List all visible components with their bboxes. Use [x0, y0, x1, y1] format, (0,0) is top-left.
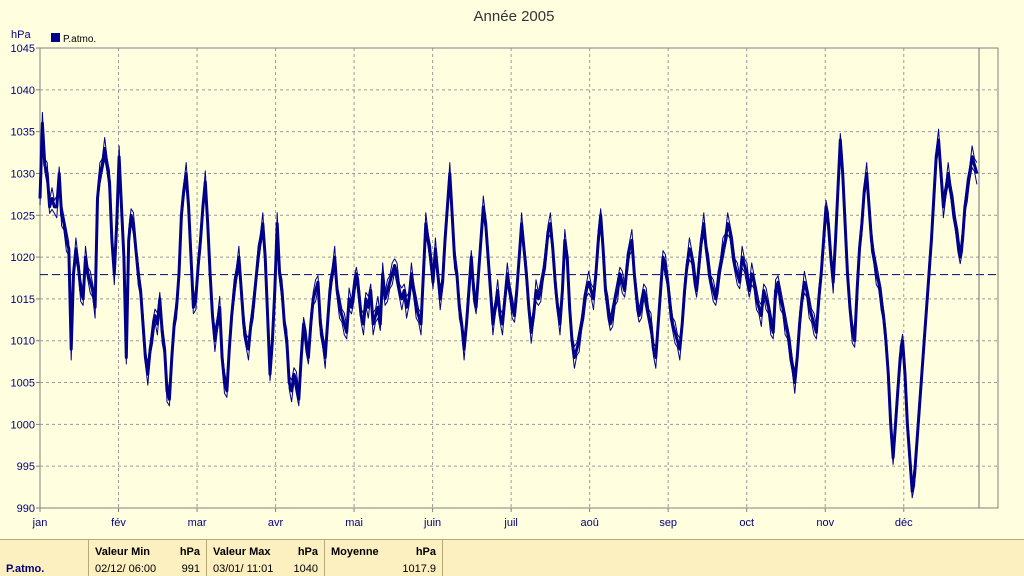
y-tick-label: 1020: [11, 252, 35, 264]
x-tick-label: fév: [111, 517, 126, 529]
x-tick-label: avr: [268, 517, 284, 529]
series-line: [39, 111, 978, 486]
y-axis-unit-label: hPa: [11, 29, 31, 41]
series-line: [38, 121, 979, 493]
y-tick-label: 1005: [11, 378, 35, 390]
x-tick-label: oct: [739, 517, 754, 529]
min-cell: Valeur Min hPa 02/12/ 06:00 991: [88, 540, 206, 576]
max-header: Valeur Max: [213, 546, 271, 558]
y-tick-label: 1030: [11, 168, 35, 180]
stats-series-name: P.atmo.: [6, 563, 45, 575]
min-unit: hPa: [179, 546, 200, 558]
min-date: 02/12/ 06:00: [95, 563, 157, 575]
y-tick-label: 1035: [11, 127, 35, 139]
legend-label: P.atmo.: [63, 34, 96, 45]
statistics-bar: P.atmo. Valeur Min hPa 02/12/ 06:00 991 …: [0, 539, 1024, 576]
mean-unit: hPa: [415, 546, 436, 558]
y-axis: 990 995 1000 1005 1010 1015 1020 1025 1030 1035 10…: [11, 43, 40, 515]
x-tick-label: nov: [816, 517, 834, 529]
mean-header: Moyenne: [331, 546, 379, 558]
x-tick-label: mar: [188, 517, 207, 529]
y-tick-label: 1000: [11, 419, 35, 431]
y-tick-label: 1015: [11, 294, 35, 306]
max-date: 03/01/ 11:01: [213, 563, 274, 575]
min-header: Valeur Min: [95, 546, 151, 558]
x-tick-label: déc: [895, 517, 913, 529]
chart: 990 995 1000 1005 1010 1015 1020 1025 1030 1035 10…: [11, 8, 999, 529]
min-value: 991: [181, 563, 200, 575]
y-tick-label: 1010: [11, 336, 35, 348]
max-cell: Valeur Max hPa 03/01/ 11:01 1040: [206, 540, 324, 576]
max-value: 1040: [293, 563, 318, 575]
y-tick-label: 1025: [11, 210, 35, 222]
mean-cell: Moyenne hPa 1017.9: [324, 540, 443, 576]
x-tick-label: aoû: [580, 517, 598, 529]
chart-title: Année 2005: [474, 8, 555, 25]
x-tick-label: jan: [32, 517, 48, 529]
series-group: [38, 111, 979, 499]
y-tick-label: 1040: [11, 85, 35, 97]
legend-swatch: [51, 33, 60, 42]
mean-value: 1017.9: [402, 563, 436, 575]
y-tick-label: 995: [17, 461, 35, 473]
series-line: [39, 133, 978, 499]
x-tick-label: mai: [345, 517, 363, 529]
max-unit: hPa: [297, 546, 318, 558]
x-tick-label: juin: [423, 517, 441, 529]
x-tick-label: sep: [659, 517, 677, 529]
x-axis: jan fév mar avr mai juin juil aoû sep oct nov déc: [32, 508, 913, 529]
y-tick-label: 990: [17, 503, 35, 515]
y-tick-label: 1045: [11, 43, 35, 55]
x-tick-label: juil: [503, 517, 517, 529]
